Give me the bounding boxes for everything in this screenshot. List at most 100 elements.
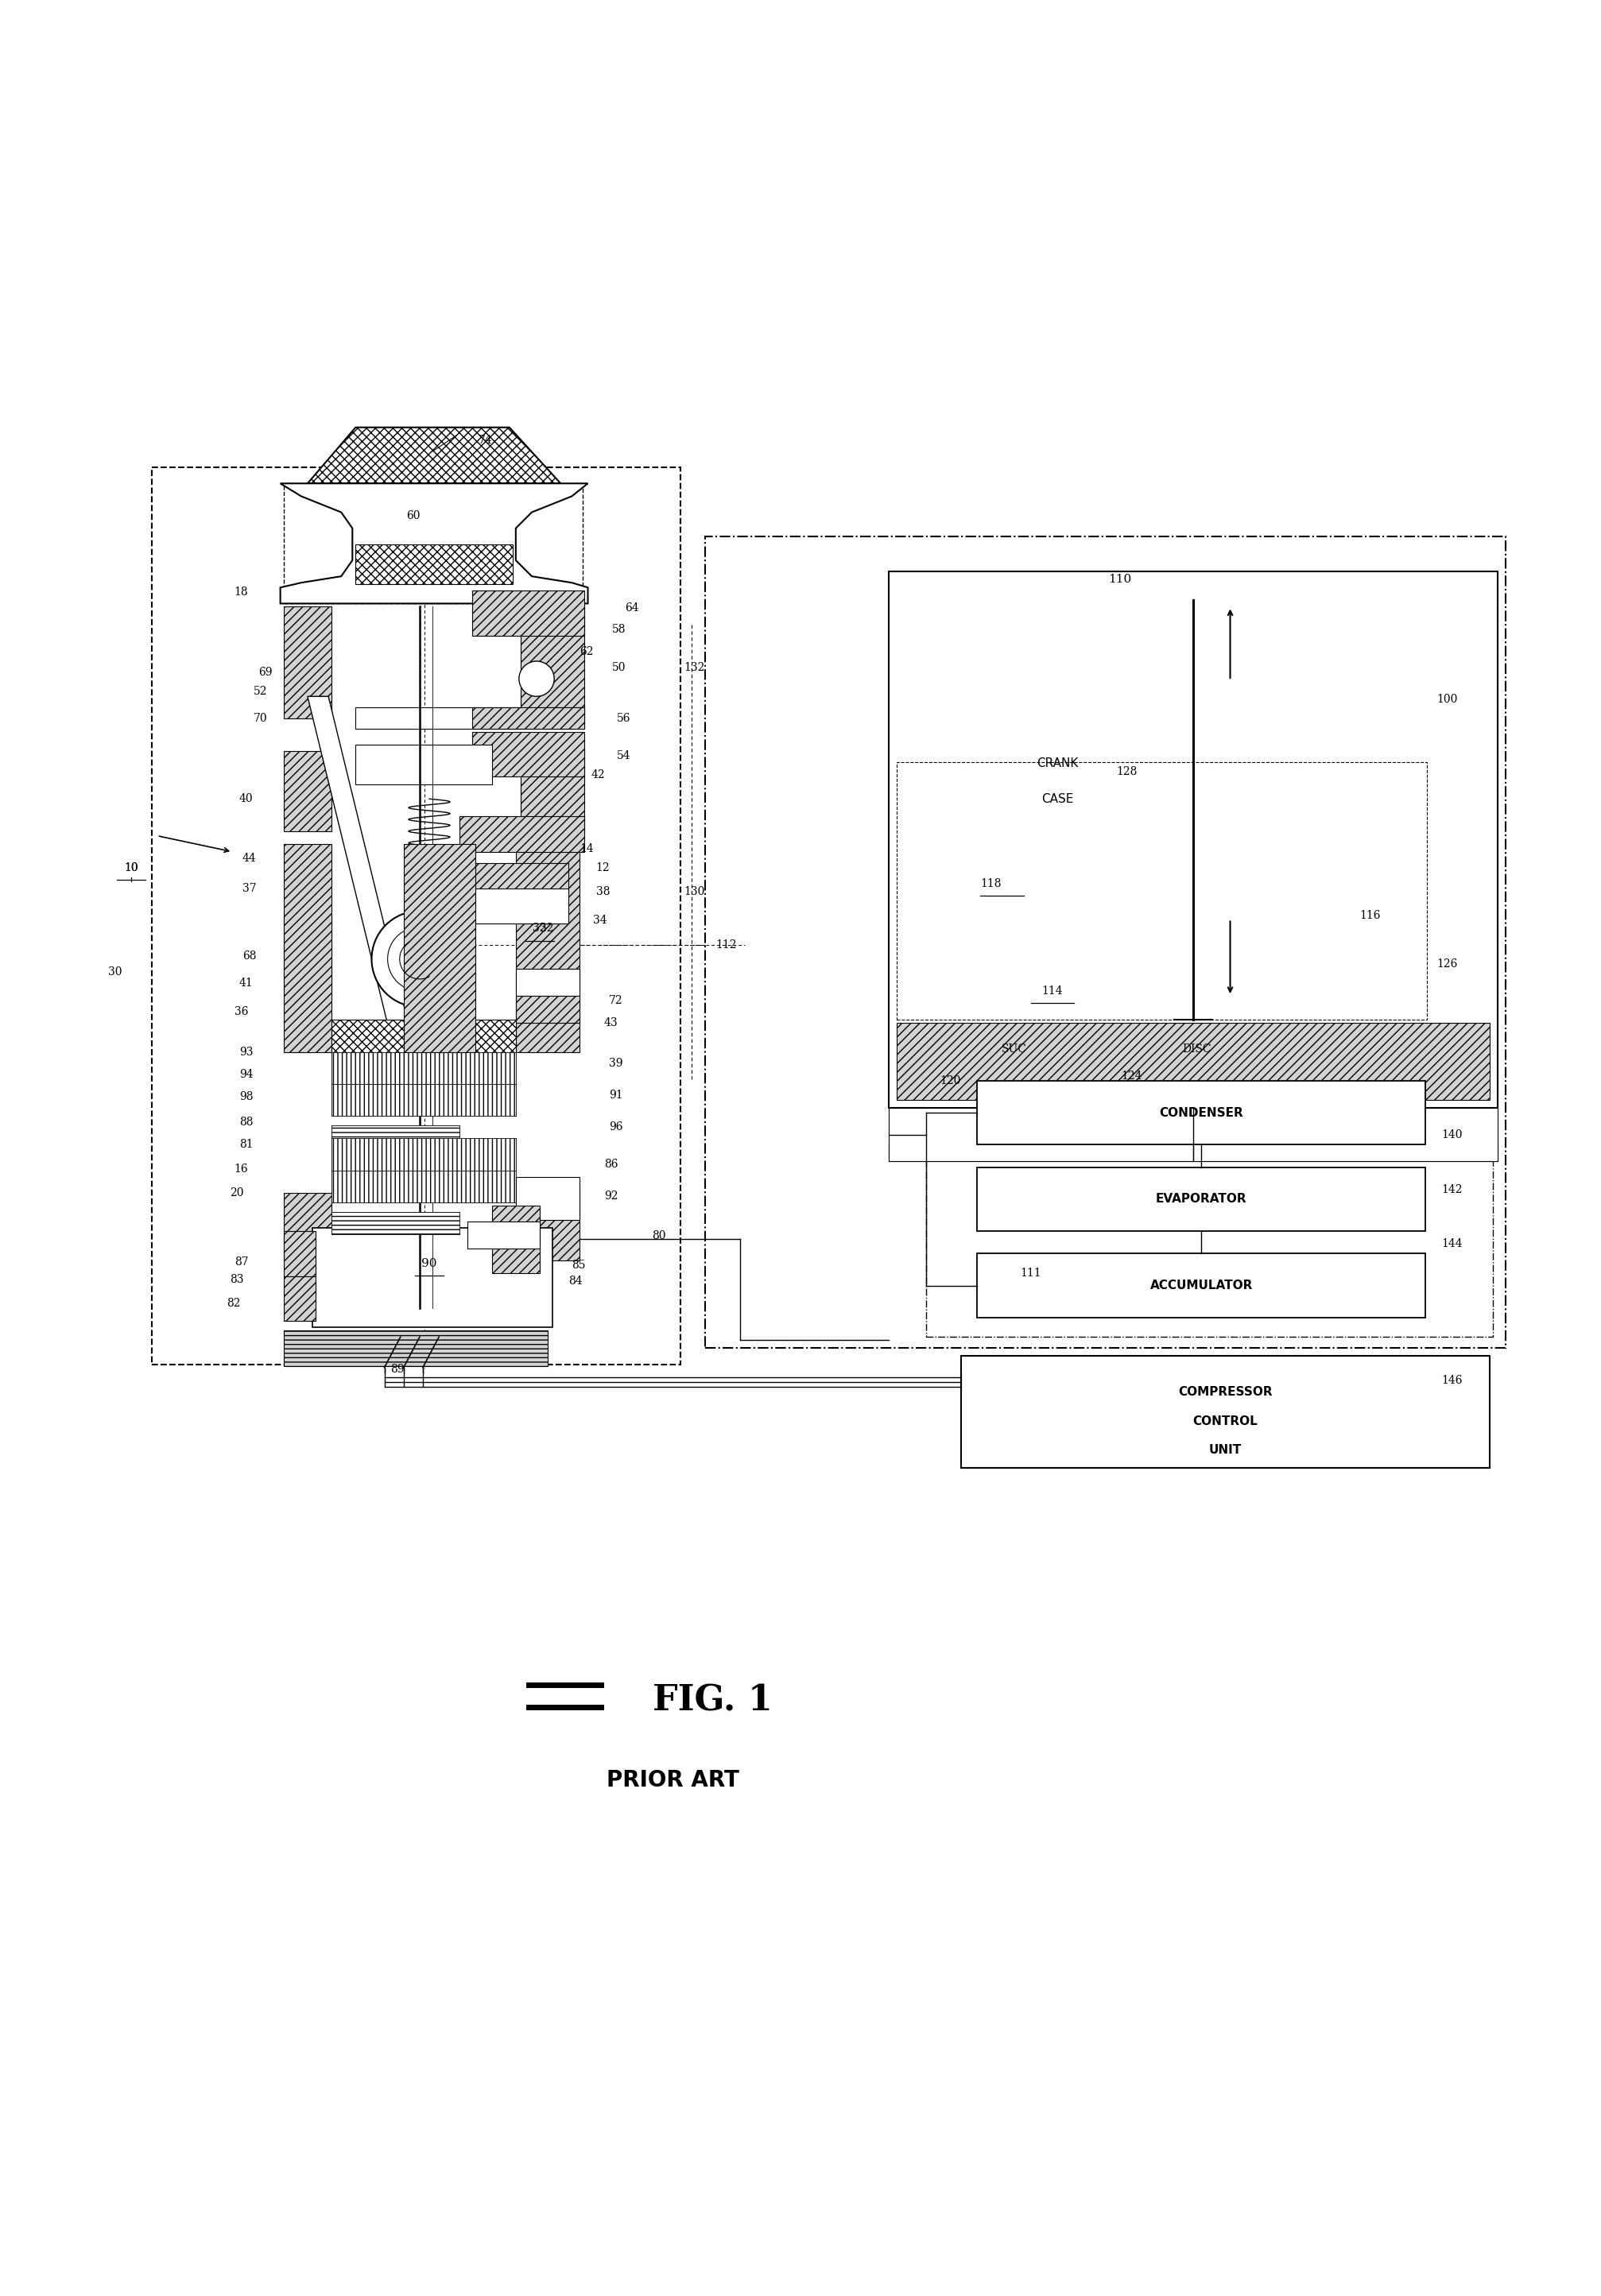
Bar [283,1194,331,1261]
Text: 62: 62 [580,645,594,657]
Text: 34: 34 [592,916,607,925]
Text: 132: 132 [684,661,704,673]
Bar [331,1125,459,1148]
Text: 32: 32 [533,923,546,934]
Bar [925,1061,1492,1336]
Bar [152,468,680,1364]
Bar [889,572,1497,1109]
Text: 40: 40 [239,794,253,804]
Text: 142: 142 [1441,1185,1462,1196]
Text: 112: 112 [716,939,736,951]
Bar [1193,1109,1497,1162]
Text: 64: 64 [624,604,639,613]
Bar [283,751,331,831]
Bar [520,606,584,719]
Text: 80: 80 [652,1231,666,1242]
Text: 98: 98 [239,1091,253,1102]
Text: 110: 110 [1108,574,1132,585]
Text: 130: 130 [684,886,704,898]
Bar [459,863,568,891]
Text: 36: 36 [234,1006,248,1017]
Text: 41: 41 [239,978,253,990]
Bar [467,1221,540,1249]
Bar [472,590,584,636]
Text: 128: 128 [1116,767,1137,778]
Bar [516,969,580,996]
Bar [516,843,580,1052]
Text: 84: 84 [568,1274,583,1286]
Text: 12: 12 [596,863,610,872]
Text: 118: 118 [980,877,1001,889]
Bar [977,1254,1425,1318]
Text: PRIOR ART: PRIOR ART [607,1770,738,1791]
Text: 89: 89 [391,1364,403,1375]
Text: 126: 126 [1436,957,1457,969]
Bar [897,762,1426,1019]
Bar [961,1357,1489,1467]
Bar [283,1231,315,1277]
Bar [331,1125,459,1148]
Polygon shape [280,484,588,604]
Text: 82: 82 [226,1297,240,1309]
Text: 93: 93 [239,1047,253,1058]
Bar [331,1139,516,1171]
Text: 100: 100 [1436,693,1457,705]
Bar [331,1052,516,1084]
Bar [355,744,492,785]
Text: EVAPORATOR: EVAPORATOR [1156,1194,1246,1205]
Text: 96: 96 [608,1123,623,1132]
Text: 44: 44 [242,852,256,863]
Text: 72: 72 [608,994,623,1006]
Bar [459,817,584,852]
Text: 42: 42 [591,769,605,781]
Text: 30: 30 [109,967,122,978]
Text: 86: 86 [604,1159,618,1169]
Text: 37: 37 [242,884,256,893]
Bar [331,1212,459,1235]
Bar [977,1081,1425,1146]
Bar [492,1205,540,1272]
Polygon shape [307,696,413,1045]
Bar [355,544,512,583]
Text: 14: 14 [580,843,594,854]
Text: 144: 144 [1441,1238,1462,1249]
Text: 10: 10 [125,863,138,872]
Bar [889,1146,1497,1162]
Text: 20: 20 [229,1187,243,1199]
Text: 92: 92 [604,1192,618,1201]
Text: 68: 68 [242,951,256,962]
Bar [283,487,583,604]
Bar [516,996,580,1024]
Text: 94: 94 [239,1068,253,1079]
Bar [331,1052,516,1084]
Text: 146: 146 [1441,1375,1462,1387]
Text: 16: 16 [234,1164,248,1173]
Bar [403,843,475,1052]
Bar [331,1084,516,1116]
Text: 116: 116 [1359,909,1380,921]
Bar [312,1228,552,1327]
Text: 38: 38 [596,886,610,898]
Text: DISC: DISC [1182,1042,1210,1054]
Text: 60: 60 [407,510,419,521]
Text: 50: 50 [612,661,626,673]
Bar [283,843,331,1052]
Text: 54: 54 [616,751,631,762]
Bar [283,916,331,955]
Bar [516,1194,580,1261]
Text: 87: 87 [234,1256,248,1267]
Bar [283,1277,315,1320]
Bar [977,1166,1425,1231]
Text: 140: 140 [1441,1130,1462,1141]
Bar [472,732,584,776]
Text: 114: 114 [1041,985,1063,996]
Text: CONTROL: CONTROL [1193,1414,1257,1428]
Text: ACCUMULATOR: ACCUMULATOR [1150,1279,1252,1293]
Bar [459,889,568,923]
Text: CASE: CASE [1041,792,1073,806]
Text: 90: 90 [421,1258,437,1270]
Bar [516,1178,580,1219]
Bar [283,1332,548,1366]
Text: UNIT: UNIT [1209,1444,1241,1456]
Polygon shape [307,427,560,484]
